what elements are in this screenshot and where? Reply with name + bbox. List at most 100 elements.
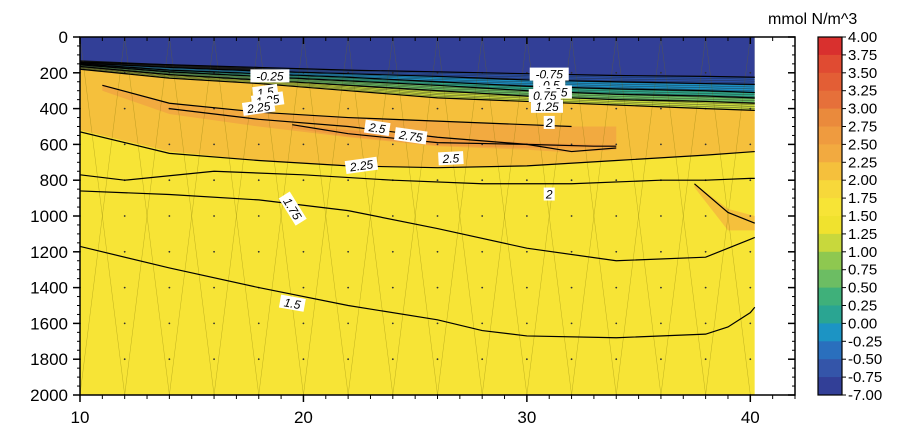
contour-label-bg	[278, 191, 307, 226]
contour-stripe	[80, 66, 755, 99]
colorbar-swatch	[818, 162, 842, 181]
station-dot	[391, 215, 394, 217]
station-dot	[570, 322, 573, 325]
station-dot	[660, 143, 662, 146]
colorbar-label: -0.50	[848, 351, 882, 368]
station-dot	[525, 250, 528, 253]
contour-label-bg	[530, 99, 563, 113]
station-dot	[213, 322, 215, 325]
station-dot	[391, 250, 394, 253]
contour-2_25	[80, 131, 755, 169]
station-dot	[213, 215, 215, 217]
colorbar: 4.003.753.503.253.002.752.502.252.001.75…	[817, 29, 882, 404]
colorbar-label: 0.75	[848, 262, 877, 279]
station-dot	[302, 322, 305, 325]
station-dot	[436, 107, 439, 110]
contour-label-text: 2.5	[367, 120, 387, 136]
contour-label: 2.75	[394, 127, 428, 145]
contour-stripe	[80, 68, 755, 109]
station-dot	[213, 358, 215, 361]
grid-line	[481, 37, 528, 395]
station-dot	[749, 322, 752, 325]
station-dot	[704, 215, 707, 217]
station-dot	[749, 107, 752, 110]
contour-label-bg	[529, 67, 569, 81]
station-dot	[704, 358, 707, 361]
station-dot	[391, 143, 394, 146]
station-dot	[168, 286, 171, 289]
station-dot	[615, 143, 618, 146]
contour-stripe	[80, 63, 755, 88]
y-tick-label: 2000	[30, 386, 68, 405]
station-dot	[704, 322, 707, 325]
contour-0_25	[80, 63, 755, 94]
colorbar-swatch	[818, 198, 842, 217]
contour-stripe	[80, 67, 755, 105]
contour-stripe	[80, 62, 755, 80]
station-dot	[257, 250, 260, 253]
colorbar-label: 0.00	[848, 315, 877, 332]
colorbar-swatch	[818, 108, 842, 127]
contour-1_25	[80, 65, 755, 104]
colorbar-swatch	[818, 287, 842, 306]
contour-label-text: -0.75	[536, 68, 564, 82]
station-dot	[123, 143, 126, 146]
station-dot	[123, 286, 126, 289]
station-dot	[347, 143, 350, 146]
contour-stripe	[80, 65, 755, 94]
colorbar-label: 1.50	[848, 208, 877, 225]
station-dot	[347, 250, 350, 253]
colorbar-swatch	[818, 37, 842, 56]
colorbar-swatch	[818, 144, 842, 163]
station-dot	[347, 179, 350, 182]
contour-1_75	[80, 190, 756, 262]
station-dot	[570, 143, 573, 146]
contour-label: 1.5	[278, 294, 306, 312]
station-dot	[347, 107, 350, 110]
band-right-patch	[694, 183, 755, 231]
y-tick-label: 200	[40, 64, 68, 83]
station-dot	[525, 107, 528, 110]
contour-0_75	[80, 64, 755, 99]
station-dot	[302, 286, 305, 289]
station-dot	[615, 179, 618, 182]
colorbar-swatch	[818, 377, 842, 396]
station-dot	[302, 143, 305, 146]
contour-label-bg	[394, 127, 428, 145]
colorbar-swatch	[818, 359, 842, 378]
y-tick-label: 0	[59, 28, 68, 47]
station-dot	[704, 143, 707, 146]
station-dot	[481, 179, 484, 182]
station-dot	[570, 215, 573, 217]
colorbar-label: 3.50	[848, 65, 877, 82]
contour-label: 0.75	[528, 89, 561, 103]
colorbar-label: 3.25	[848, 83, 877, 100]
contour-label-text: 2.75	[397, 128, 423, 145]
station-dot	[615, 107, 618, 110]
station-dot	[749, 179, 752, 182]
x-tick-label: 30	[517, 408, 536, 427]
contour-label-text: 1.25	[535, 100, 559, 114]
contour-label-bg	[543, 187, 555, 201]
contour-label-text: 2	[545, 116, 553, 130]
station-dot	[749, 250, 752, 253]
grid-line	[169, 37, 215, 395]
contour-2	[694, 183, 756, 224]
colorbar-label: 2.75	[848, 119, 877, 136]
y-tick-label: 1200	[30, 243, 68, 262]
station-dot	[213, 250, 215, 253]
contour-stripe	[80, 64, 755, 90]
contour-2_75	[292, 124, 617, 147]
contour-lines	[80, 61, 756, 339]
station-dot	[481, 358, 484, 361]
colorbar-swatch	[818, 251, 842, 271]
station-dot	[123, 107, 126, 110]
colorbar-label: 2.50	[848, 136, 877, 153]
colorbar-swatch	[818, 180, 842, 199]
grid-line	[616, 37, 662, 395]
colorbar-label: -0.75	[848, 369, 882, 386]
contour-label-text: 2.25	[245, 99, 271, 116]
grid-line	[437, 37, 483, 395]
colorbar-unit-label: mmol N/m^3	[768, 11, 857, 28]
